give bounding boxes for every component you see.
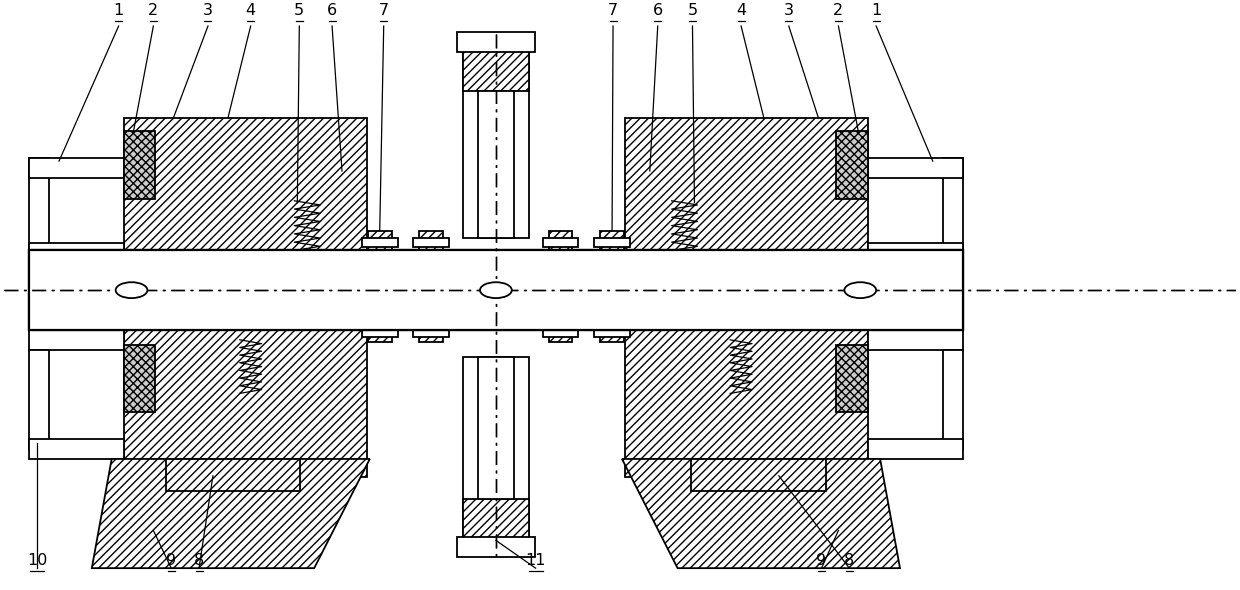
Bar (30, 158, 124, 178)
Bar (625, 119, 868, 257)
Bar (30, 439, 124, 459)
Bar (548, 320, 573, 342)
Ellipse shape (480, 282, 512, 298)
Text: 4: 4 (246, 3, 255, 18)
Bar (124, 330, 367, 477)
Bar (124, 345, 155, 412)
Text: 9: 9 (166, 553, 176, 568)
Bar (463, 49, 528, 238)
Bar (368, 320, 392, 342)
Bar (458, 537, 534, 557)
Text: 7: 7 (608, 3, 618, 18)
Bar (463, 357, 528, 545)
Bar (594, 238, 630, 247)
Text: 7: 7 (378, 3, 389, 18)
Bar (600, 231, 624, 253)
Bar (600, 320, 624, 342)
Text: 6: 6 (652, 3, 663, 18)
Ellipse shape (115, 282, 148, 298)
Bar (124, 119, 367, 257)
Bar (594, 327, 630, 337)
Text: 8: 8 (844, 553, 854, 568)
Text: 11: 11 (526, 553, 546, 568)
Bar (30, 250, 962, 330)
Bar (868, 242, 962, 257)
Bar (479, 91, 513, 238)
Bar (463, 49, 528, 91)
Text: 9: 9 (816, 553, 827, 568)
Text: 5: 5 (687, 3, 698, 18)
Text: 3: 3 (203, 3, 213, 18)
Bar (458, 32, 534, 52)
Bar (548, 231, 573, 253)
Bar (124, 132, 155, 199)
Bar (868, 158, 962, 178)
Text: 3: 3 (784, 3, 794, 18)
Text: 8: 8 (193, 553, 205, 568)
Polygon shape (92, 459, 370, 568)
Bar (419, 231, 443, 253)
Text: 1: 1 (114, 3, 124, 18)
Bar (30, 250, 962, 330)
Bar (837, 345, 868, 412)
Bar (362, 327, 398, 337)
Text: 10: 10 (27, 553, 47, 568)
Bar (30, 350, 50, 449)
Bar (30, 158, 50, 263)
Bar (419, 320, 443, 342)
Bar (30, 330, 124, 350)
Bar (166, 459, 300, 491)
Bar (942, 350, 962, 449)
Ellipse shape (844, 282, 877, 298)
Bar (368, 231, 392, 253)
Text: 1: 1 (870, 3, 882, 18)
Bar (479, 357, 513, 499)
Bar (413, 238, 449, 247)
Bar (362, 238, 398, 247)
Bar (868, 330, 962, 350)
Text: 5: 5 (294, 3, 304, 18)
Polygon shape (622, 459, 900, 568)
Text: 4: 4 (737, 3, 746, 18)
Bar (868, 439, 962, 459)
Text: 6: 6 (327, 3, 337, 18)
Bar (30, 242, 124, 257)
Bar (413, 327, 449, 337)
Bar (625, 330, 868, 477)
Text: 2: 2 (149, 3, 159, 18)
Bar (543, 238, 578, 247)
Bar (837, 132, 868, 199)
Bar (942, 158, 962, 263)
Text: 2: 2 (833, 3, 843, 18)
Bar (543, 327, 578, 337)
Bar (463, 499, 528, 540)
Bar (692, 459, 826, 491)
